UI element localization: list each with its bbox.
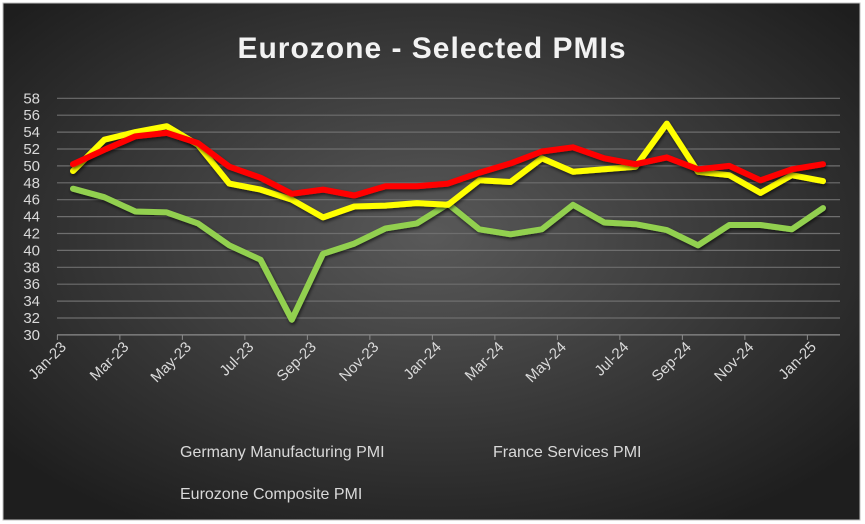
chart-title: Eurozone - Selected PMIs [237,32,626,65]
y-tick-label: 44 [23,209,40,226]
y-tick-label: 30 [23,327,40,344]
y-tick-label: 40 [23,242,40,259]
y-tick-label: 32 [23,310,40,327]
legend-label: France Services PMI [493,444,641,461]
y-tick-label: 50 [23,158,40,175]
y-tick-label: 38 [23,259,40,276]
y-tick-label: 36 [23,276,40,293]
y-tick-label: 42 [23,226,40,243]
y-tick-label: 52 [23,141,40,158]
y-tick-label: 58 [23,90,40,107]
legend-label: Eurozone Composite PMI [180,486,362,503]
y-tick-label: 48 [23,175,40,192]
legend-label: Germany Manufacturing PMI [180,444,385,461]
y-tick-label: 56 [23,107,40,124]
y-tick-label: 54 [23,124,40,141]
y-tick-label: 46 [23,192,40,209]
y-tick-label: 34 [23,293,40,310]
